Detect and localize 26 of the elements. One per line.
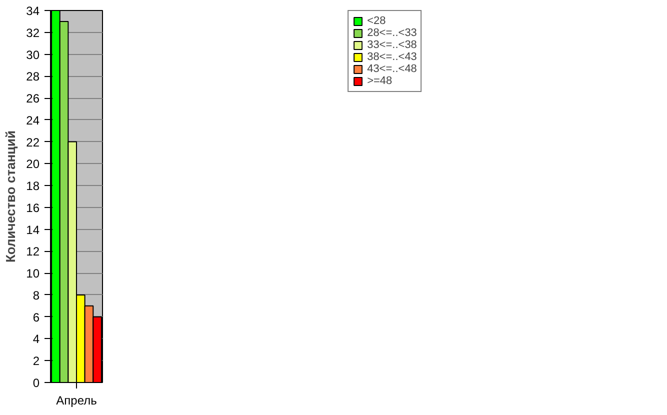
y-tick-label: 16 <box>26 200 40 215</box>
y-tick-label: 28 <box>26 70 40 84</box>
legend-label: <28 <box>367 15 387 27</box>
y-tick-label: 34 <box>26 4 40 18</box>
y-tick-label: 26 <box>26 92 40 106</box>
y-tick-label: 6 <box>32 310 40 324</box>
x-tick-label: Апрель <box>56 394 97 408</box>
y-tick-label: 2 <box>32 354 40 368</box>
y-tick-label: 0 <box>32 376 40 390</box>
legend-label: 28<=..<33 <box>367 27 417 39</box>
y-tick-label: 10 <box>26 266 40 281</box>
legend-label: 43<=..<48 <box>367 63 417 75</box>
legend-label: >=48 <box>367 75 392 87</box>
y-tick-label: 30 <box>26 48 40 62</box>
y-axis-title: Количество станций <box>3 130 18 263</box>
y-tick-label: 20 <box>26 157 40 172</box>
y-tick-label: 32 <box>26 26 40 40</box>
y-tick-label: 24 <box>26 113 40 128</box>
y-tick-label: 4 <box>32 332 40 346</box>
legend-label: 33<=..<38 <box>367 39 417 51</box>
y-tick-label: 18 <box>26 179 40 194</box>
legend-label: 38<=..<43 <box>367 51 417 63</box>
y-tick-label: 14 <box>26 222 40 237</box>
y-tick-label: 12 <box>26 244 40 259</box>
y-tick-label: 8 <box>32 288 40 302</box>
y-tick-label: 22 <box>26 135 40 150</box>
